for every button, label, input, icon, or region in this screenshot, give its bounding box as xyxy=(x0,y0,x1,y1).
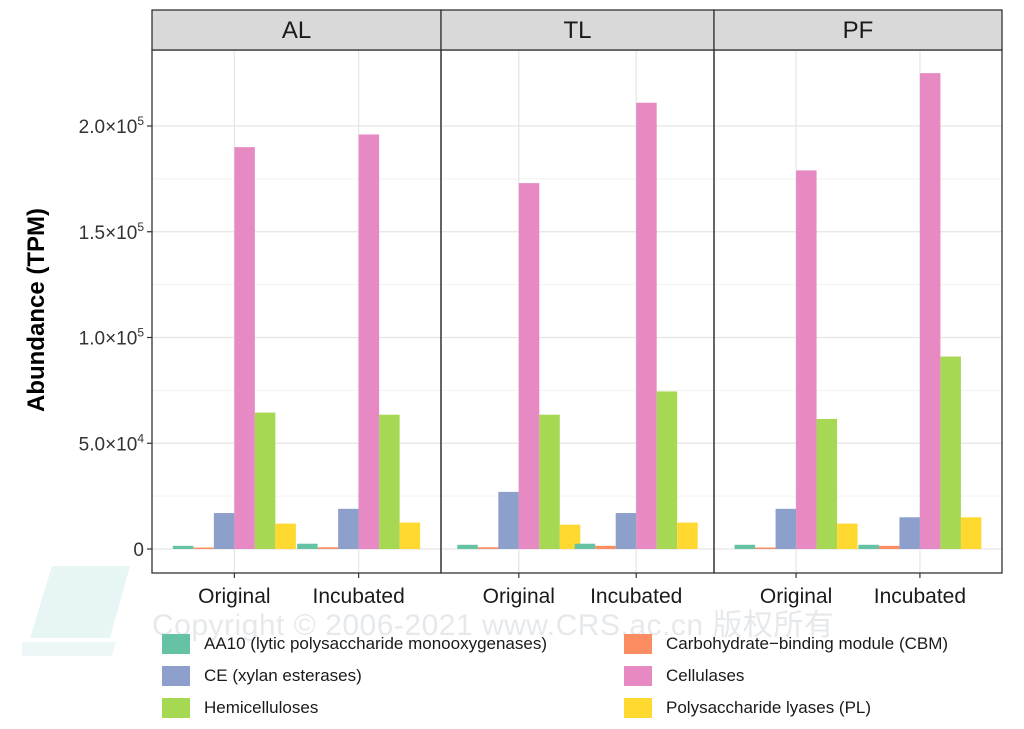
legend-key xyxy=(162,634,190,654)
axes: Original Incubated Original Incubated Origin… xyxy=(79,114,966,608)
legend-label: Cellulases xyxy=(666,666,745,685)
crs-logo-watermark xyxy=(22,566,130,656)
bar xyxy=(595,545,616,549)
bar xyxy=(317,547,339,549)
legend-item: CE (xylan esterases) xyxy=(162,664,362,688)
bar xyxy=(297,543,318,549)
legend-label: Hemicelluloses xyxy=(204,698,319,717)
legend: AA10 (lytic polysaccharide monooxygenase… xyxy=(162,632,1012,727)
x-tick-label: Original xyxy=(483,585,555,608)
legend-label: Carbohydrate−binding module (CBM) xyxy=(666,634,949,653)
bar xyxy=(498,491,519,549)
bar xyxy=(677,522,698,549)
bar xyxy=(656,391,678,549)
legend-key xyxy=(162,698,190,718)
legend-label: AA10 (lytic polysaccharide monooxygenase… xyxy=(204,634,548,653)
legend-item: Carbohydrate−binding module (CBM) xyxy=(624,632,948,656)
bar xyxy=(213,513,235,549)
facet-strip xyxy=(151,9,442,51)
panel-frames xyxy=(151,49,1003,574)
legend-key xyxy=(624,666,652,686)
bar xyxy=(254,412,276,549)
x-tick-label: Original xyxy=(760,585,832,608)
x-tick-label: Incubated xyxy=(590,585,682,608)
y-tick-label: 1.0×105 xyxy=(79,326,145,350)
bar xyxy=(477,547,499,549)
bar xyxy=(559,524,581,549)
bar xyxy=(457,544,478,549)
bar xyxy=(636,102,657,550)
bar xyxy=(234,147,255,549)
bar xyxy=(539,414,560,549)
legend-item: Cellulases xyxy=(624,664,744,688)
legend-key xyxy=(162,666,190,686)
bar xyxy=(399,522,421,549)
bar xyxy=(518,183,540,550)
bar xyxy=(379,414,400,549)
gridlines xyxy=(152,50,1002,573)
bars xyxy=(172,73,982,550)
y-tick-label: 2.0×105 xyxy=(79,114,145,138)
bar xyxy=(919,73,941,549)
bar xyxy=(796,170,817,550)
bar xyxy=(858,544,879,549)
bar xyxy=(940,356,961,549)
bar xyxy=(837,523,858,549)
legend-item: Hemicelluloses xyxy=(162,696,318,720)
bar xyxy=(338,508,359,549)
y-tick-label: 5.0×104 xyxy=(79,431,145,455)
bar xyxy=(878,545,900,549)
bar xyxy=(172,545,194,549)
x-tick-label: Original xyxy=(198,585,270,608)
facet-strip xyxy=(713,9,1003,51)
bar xyxy=(960,517,982,549)
y-tick-label: 1.5×105 xyxy=(79,220,145,244)
bar xyxy=(193,547,214,549)
bar xyxy=(615,513,637,549)
legend-key xyxy=(624,634,652,654)
y-axis-label: Abundance (TPM) xyxy=(23,208,50,412)
legend-item: Polysaccharide lyases (PL) xyxy=(624,696,871,720)
facet-label: PF xyxy=(843,17,874,44)
bar xyxy=(358,134,380,549)
bar xyxy=(275,523,296,549)
legend-label: CE (xylan esterases) xyxy=(204,666,362,685)
y-tick-label: 0 xyxy=(133,540,144,561)
x-tick-label: Incubated xyxy=(874,585,966,608)
facet-strips: AL TL PF xyxy=(151,9,1003,51)
bar xyxy=(734,544,756,549)
bar xyxy=(775,508,797,549)
bar xyxy=(899,517,920,549)
legend-item: AA10 (lytic polysaccharide monooxygenase… xyxy=(162,632,547,656)
facet-label: TL xyxy=(563,17,591,44)
legend-label: Polysaccharide lyases (PL) xyxy=(666,698,872,717)
x-tick-label: Incubated xyxy=(313,585,405,608)
legend-key xyxy=(624,698,652,718)
bar xyxy=(816,418,838,549)
bar xyxy=(574,543,596,549)
copyright-watermark: Copyright © 2006-2021 www.CRS.ac.cn 版权所有 xyxy=(152,609,835,642)
facet-label: AL xyxy=(282,17,311,44)
bar xyxy=(755,547,776,549)
